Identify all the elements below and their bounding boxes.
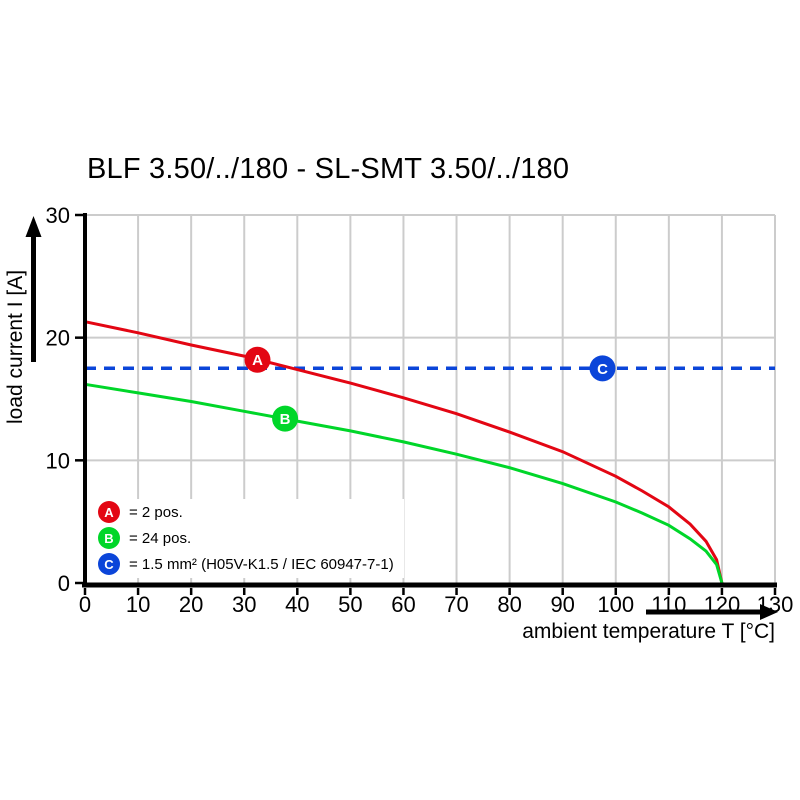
x-tick-label: 0 <box>79 592 91 617</box>
x-tick-label: 70 <box>444 592 468 617</box>
legend-label-b: = 24 pos. <box>129 529 192 547</box>
marker-b-label: B <box>280 411 291 428</box>
marker-a-label: A <box>252 352 263 369</box>
x-tick-label: 30 <box>232 592 256 617</box>
y-axis-arrow-head <box>25 216 42 237</box>
legend-item-c: C = 1.5 mm² (H05V-K1.5 / IEC 60947-7-1) <box>98 553 394 575</box>
marker-b <box>272 405 299 432</box>
chart-title: BLF 3.50/../180 - SL-SMT 3.50/../180 <box>87 153 570 185</box>
x-tick-label: 40 <box>285 592 309 617</box>
legend-label-a: = 2 pos. <box>129 503 183 521</box>
y-axis-title: load current I [A] <box>4 269 27 424</box>
legend: A = 2 pos. B = 24 pos. C = 1.5 mm² (H05V… <box>95 499 404 578</box>
curve-b <box>84 382 724 584</box>
legend-dot-b: B <box>98 527 120 549</box>
x-tick-label: 60 <box>391 592 415 617</box>
legend-label-c: = 1.5 mm² (H05V-K1.5 / IEC 60947-7-1) <box>129 555 394 573</box>
x-tick-label: 10 <box>126 592 150 617</box>
y-tick-label: 30 <box>46 203 70 228</box>
y-tick-label: 10 <box>46 448 70 473</box>
x-tick-label: 20 <box>179 592 203 617</box>
marker-c-label: C <box>597 361 608 378</box>
legend-dot-a: A <box>98 501 120 523</box>
legend-item-a: A = 2 pos. <box>98 501 394 523</box>
y-tick-label: 20 <box>46 326 70 351</box>
marker-a <box>244 346 271 373</box>
x-tick-label: 100 <box>597 592 634 617</box>
x-tick-label: 50 <box>338 592 362 617</box>
x-axis-title: ambient temperature T [°C] <box>522 620 775 643</box>
y-tick-label: 0 <box>58 571 70 596</box>
x-tick-label: 90 <box>550 592 574 617</box>
x-tick-label: 80 <box>497 592 521 617</box>
x-axis-arrow-head <box>760 604 778 620</box>
legend-dot-c: C <box>98 553 120 575</box>
marker-c <box>589 355 616 382</box>
legend-item-b: B = 24 pos. <box>98 527 394 549</box>
curve-a <box>84 320 724 584</box>
